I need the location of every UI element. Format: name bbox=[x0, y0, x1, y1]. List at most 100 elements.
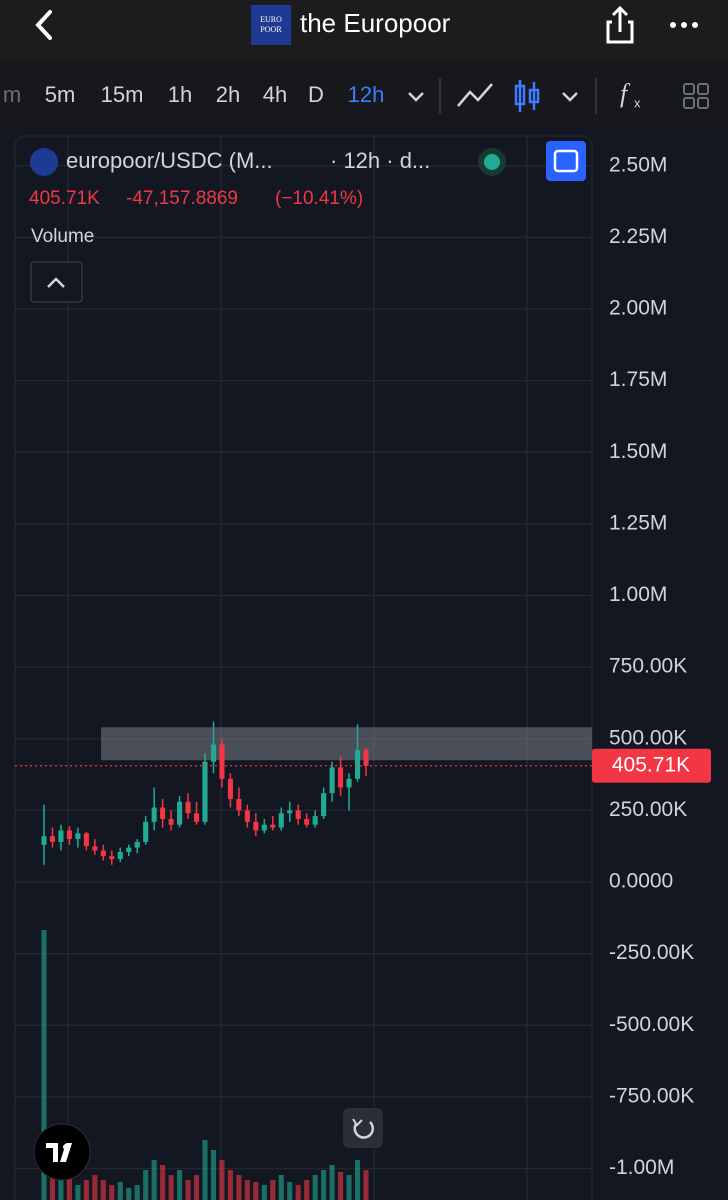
candle-body bbox=[354, 750, 361, 779]
candle-body bbox=[66, 830, 72, 840]
interval-button[interactable]: 1h bbox=[168, 82, 192, 107]
interval-button[interactable]: 12h bbox=[348, 82, 385, 107]
volume-bar bbox=[304, 1180, 310, 1200]
back-button[interactable] bbox=[35, 10, 52, 40]
candle-body bbox=[295, 810, 301, 819]
volume-bar bbox=[287, 1182, 293, 1200]
y-tick-label: 1.00M bbox=[609, 583, 667, 606]
volume-bar bbox=[210, 1150, 217, 1200]
candle-body bbox=[338, 767, 344, 788]
legend-price: 405.71K bbox=[29, 188, 100, 209]
interval-button[interactable]: 4h bbox=[263, 82, 287, 107]
volume-bar bbox=[227, 1170, 233, 1200]
volume-bar bbox=[109, 1185, 115, 1200]
indicator-name: Volume bbox=[31, 226, 94, 247]
candle-body bbox=[329, 767, 335, 794]
candle-body bbox=[363, 750, 369, 766]
candle-body bbox=[160, 807, 166, 819]
interval-button[interactable]: 2h bbox=[216, 82, 240, 107]
candle-chart-button[interactable] bbox=[514, 80, 540, 112]
candle-body bbox=[346, 778, 352, 788]
volume-bar bbox=[338, 1172, 344, 1200]
logo-text: EURO bbox=[260, 15, 282, 24]
reset-icon bbox=[352, 1118, 363, 1127]
candle-body bbox=[278, 813, 284, 828]
volume-bar bbox=[83, 1180, 89, 1200]
candle-body bbox=[41, 836, 47, 845]
interval-button[interactable]: 5m bbox=[45, 82, 76, 107]
volume-bar bbox=[278, 1175, 284, 1200]
status-dot bbox=[484, 154, 500, 170]
candle-body bbox=[210, 744, 217, 762]
candle-body bbox=[321, 793, 327, 817]
volume-bar bbox=[117, 1182, 123, 1200]
candle-body bbox=[202, 761, 208, 822]
candle-body bbox=[227, 778, 233, 799]
candle-body bbox=[83, 833, 89, 847]
fullscreen-button[interactable] bbox=[546, 141, 586, 181]
reset-icon bbox=[353, 1121, 375, 1139]
volume-bar bbox=[134, 1185, 140, 1200]
collapse-button[interactable] bbox=[30, 261, 83, 303]
candle-body bbox=[177, 801, 183, 825]
candle-body bbox=[117, 851, 123, 860]
indicators-button[interactable]: f bbox=[620, 79, 631, 108]
logo bbox=[251, 5, 291, 45]
candle-body bbox=[143, 821, 149, 842]
candle-body bbox=[92, 846, 98, 851]
tradingview-logo[interactable] bbox=[33, 1123, 91, 1181]
share-button[interactable] bbox=[606, 5, 634, 44]
price-label-box bbox=[592, 748, 711, 783]
candle-body bbox=[49, 836, 56, 842]
symbol-interval: · 12h · d... bbox=[330, 148, 430, 173]
volume-bar bbox=[49, 1170, 56, 1200]
candle-body bbox=[109, 856, 115, 860]
candle-body bbox=[270, 824, 276, 828]
symbol-name[interactable]: europoor/USDC (M... bbox=[66, 148, 273, 173]
more-button[interactable] bbox=[670, 22, 698, 28]
interval-button[interactable]: m bbox=[3, 82, 21, 107]
volume-bar bbox=[270, 1180, 276, 1200]
legend-change: -47,157.8869 bbox=[126, 188, 238, 209]
y-tick-label: -1.00M bbox=[609, 1156, 674, 1179]
volume-bar bbox=[143, 1170, 149, 1200]
volume-bar bbox=[100, 1180, 106, 1200]
candle-body bbox=[287, 810, 293, 814]
volume-bar bbox=[126, 1188, 132, 1200]
candle-body bbox=[312, 816, 318, 825]
interval-dropdown[interactable] bbox=[408, 92, 424, 102]
price-label: 405.71K bbox=[612, 753, 690, 776]
volume-bar bbox=[244, 1180, 250, 1200]
y-tick-label: 2.00M bbox=[609, 297, 667, 320]
volume-bar bbox=[193, 1175, 200, 1200]
layout-button[interactable] bbox=[683, 83, 709, 109]
volume-bar bbox=[354, 1160, 361, 1200]
y-tick-label: 1.75M bbox=[609, 368, 667, 391]
volume-bar bbox=[58, 1180, 64, 1200]
volume-bar bbox=[160, 1165, 166, 1200]
symbol-icon bbox=[30, 148, 58, 176]
candle-body bbox=[219, 744, 225, 779]
candle-body bbox=[244, 810, 250, 822]
logo-text: POOR bbox=[260, 25, 282, 34]
highlight-zone bbox=[101, 727, 592, 761]
chart-type-dropdown[interactable] bbox=[562, 92, 578, 102]
interval-button[interactable]: 15m bbox=[101, 82, 144, 107]
candle-body bbox=[304, 818, 310, 825]
y-tick-label: 250.00K bbox=[609, 798, 687, 821]
candle-body bbox=[75, 833, 81, 840]
y-tick-label: 500.00K bbox=[609, 726, 687, 749]
candle-body bbox=[100, 850, 106, 857]
candle-body bbox=[168, 818, 174, 825]
volume-bar bbox=[261, 1185, 267, 1200]
reset-button[interactable] bbox=[343, 1108, 383, 1148]
y-tick-label: -500.00K bbox=[609, 1013, 694, 1036]
line-chart-button[interactable] bbox=[457, 83, 493, 107]
candle-body bbox=[151, 807, 157, 822]
candle-body bbox=[253, 821, 259, 831]
interval-button[interactable]: D bbox=[308, 82, 324, 107]
header-title: the Europoor bbox=[300, 8, 451, 38]
indicators-button[interactable]: x bbox=[634, 95, 641, 110]
toolbar bbox=[0, 62, 728, 128]
